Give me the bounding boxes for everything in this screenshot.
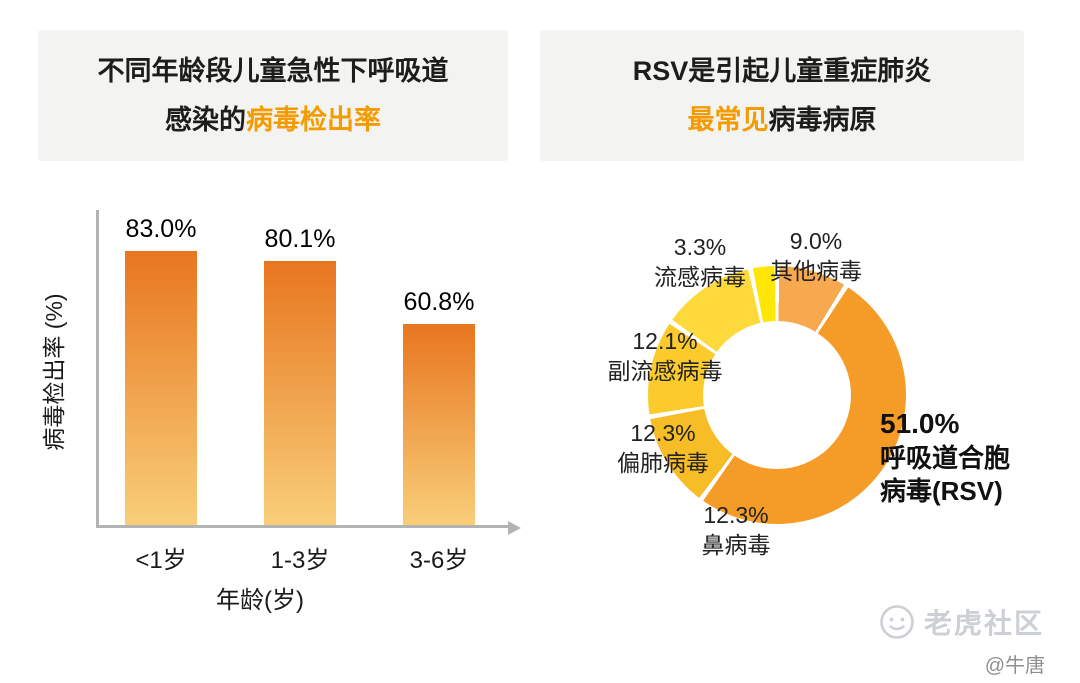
pie-name: 鼻病毒 (701, 532, 771, 558)
pie-name: 流感病毒 (654, 264, 746, 290)
bar (125, 251, 197, 525)
left-title-line2: 感染的病毒检出率 (38, 96, 508, 145)
watermark-author: @牛唐 (984, 655, 1045, 677)
pie-pct: 12.3% (703, 502, 769, 528)
tiger-logo-icon (880, 605, 914, 639)
right-title-line2: 最常见病毒病原 (540, 96, 1024, 145)
pie-pct: 12.1% (632, 328, 698, 354)
rsv-pct: 51.0% (880, 408, 960, 439)
pie-pct: 12.3% (630, 420, 696, 446)
x-tick-label: <1岁 (135, 547, 187, 574)
right-title-line2-black: 病毒病原 (768, 105, 877, 135)
x-tick-label: 3-6岁 (409, 547, 469, 574)
bar-chart-plot-area: 83.0% 80.1% 60.8% (96, 210, 521, 535)
right-title-line1: RSV是引起儿童重症肺炎 (632, 56, 932, 86)
bar-group-under1: 83.0% (125, 215, 197, 525)
bar-group-1to3: 80.1% (264, 225, 336, 525)
rsv-name: 呼吸道合胞病毒(RSV) (880, 443, 1011, 506)
pie-pct: 3.3% (673, 234, 727, 260)
left-title-line2-black: 感染的 (165, 105, 246, 135)
pie-name: 副流感病毒 (607, 358, 723, 384)
right-chart-title: RSV是引起儿童重症肺炎 最常见病毒病原 (540, 30, 1024, 161)
bar-value-label: 60.8% (403, 288, 475, 316)
pie-label-rhinovirus: 12.3% 鼻病毒 (676, 500, 796, 560)
bar-group-3to6: 60.8% (403, 288, 475, 525)
pie-pct: 9.0% (789, 228, 843, 254)
pie-label-influenza: 3.3% 流感病毒 (640, 232, 760, 292)
right-title-line2-orange: 最常见 (687, 105, 769, 135)
watermark-brand: 老虎社区 (923, 608, 1044, 639)
x-tick-label: 1-3岁 (270, 547, 330, 574)
left-title-line2-orange: 病毒检出率 (246, 105, 381, 135)
x-axis-label: 年龄(岁) (216, 587, 304, 614)
left-chart-title: 不同年龄段儿童急性下呼吸道 感染的病毒检出率 (38, 30, 508, 161)
left-title-line1: 不同年龄段儿童急性下呼吸道 (97, 56, 449, 86)
x-axis-arrow-icon (508, 521, 521, 535)
pie-name: 其他病毒 (770, 258, 862, 284)
bar-value-label: 80.1% (264, 225, 336, 253)
bar (264, 261, 336, 525)
pie-label-other-viruses: 9.0% 其他病毒 (756, 226, 876, 286)
donut-hole (703, 321, 851, 469)
bar-value-label: 83.0% (125, 215, 197, 243)
pie-label-parainfluenza: 12.1% 副流感病毒 (590, 326, 740, 386)
y-axis-label: 病毒检出率 (%) (41, 293, 67, 451)
pie-label-rsv: 51.0% 呼吸道合胞病毒(RSV) (880, 406, 1025, 508)
bar (403, 324, 475, 525)
pie-name: 偏肺病毒 (617, 450, 709, 476)
pie-label-metapneumovirus: 12.3% 偏肺病毒 (588, 418, 738, 478)
watermark: 老虎社区 (879, 602, 1044, 642)
